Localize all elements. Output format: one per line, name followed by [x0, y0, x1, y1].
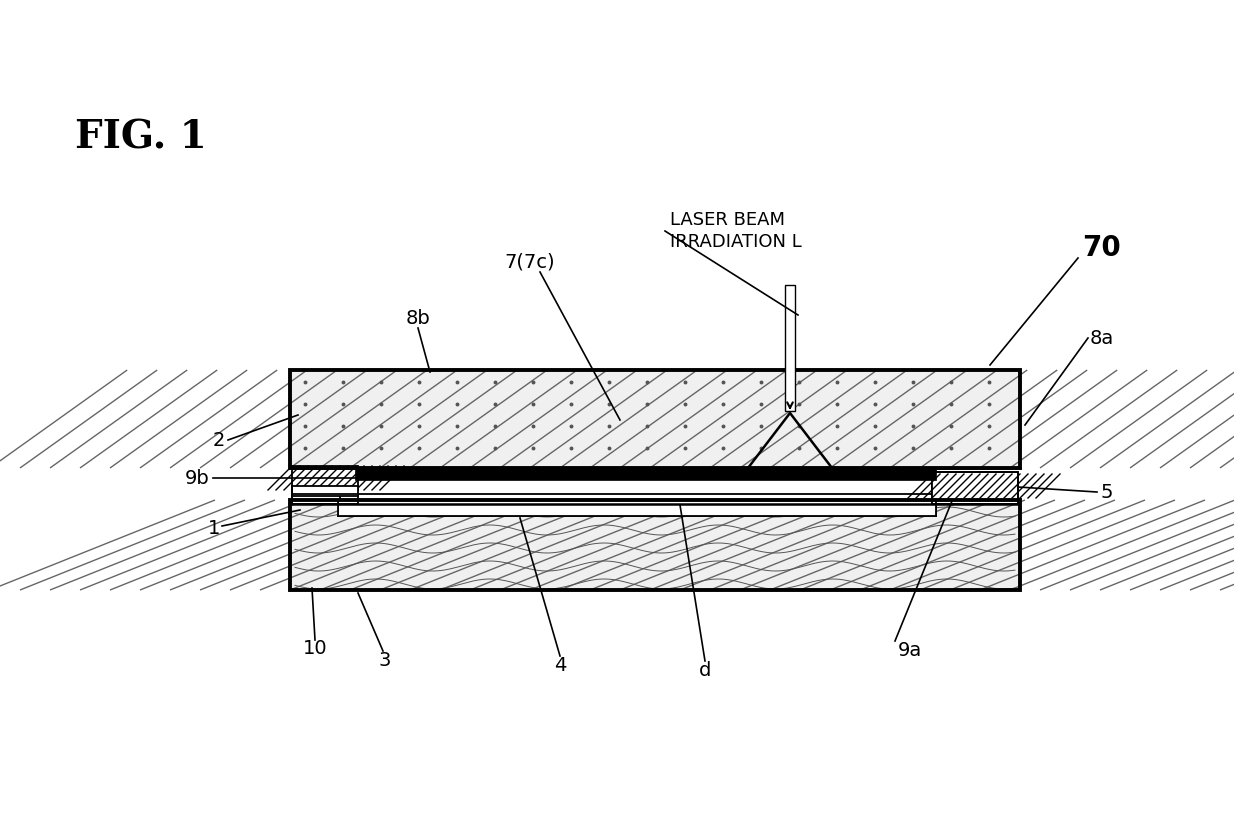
- Bar: [355, 468, 937, 480]
- Bar: [932, 474, 1018, 498]
- Text: 8b: 8b: [406, 309, 431, 328]
- Bar: [292, 488, 341, 500]
- Text: 9a: 9a: [898, 640, 922, 659]
- Text: d: d: [698, 661, 711, 680]
- Bar: [292, 494, 1018, 504]
- Text: 70: 70: [1082, 234, 1120, 262]
- Bar: [290, 370, 1021, 468]
- Text: 2: 2: [212, 430, 225, 450]
- Bar: [290, 500, 1021, 590]
- Text: 10: 10: [302, 639, 327, 658]
- Bar: [338, 500, 937, 516]
- Bar: [932, 472, 1018, 504]
- Text: 8a: 8a: [1090, 328, 1114, 347]
- Text: 9b: 9b: [185, 469, 210, 488]
- Bar: [785, 285, 795, 411]
- Text: IRRADIATION L: IRRADIATION L: [670, 233, 802, 251]
- Text: 3: 3: [379, 650, 391, 669]
- Text: 7(7c): 7(7c): [505, 253, 555, 272]
- Bar: [290, 370, 1021, 468]
- Bar: [292, 486, 358, 496]
- Text: FIG. 1: FIG. 1: [75, 118, 207, 156]
- Text: 5: 5: [1099, 483, 1113, 502]
- Bar: [290, 500, 1021, 590]
- Bar: [292, 466, 358, 490]
- Text: 4: 4: [554, 655, 566, 675]
- Text: 1: 1: [207, 519, 220, 538]
- Text: LASER BEAM: LASER BEAM: [670, 211, 785, 229]
